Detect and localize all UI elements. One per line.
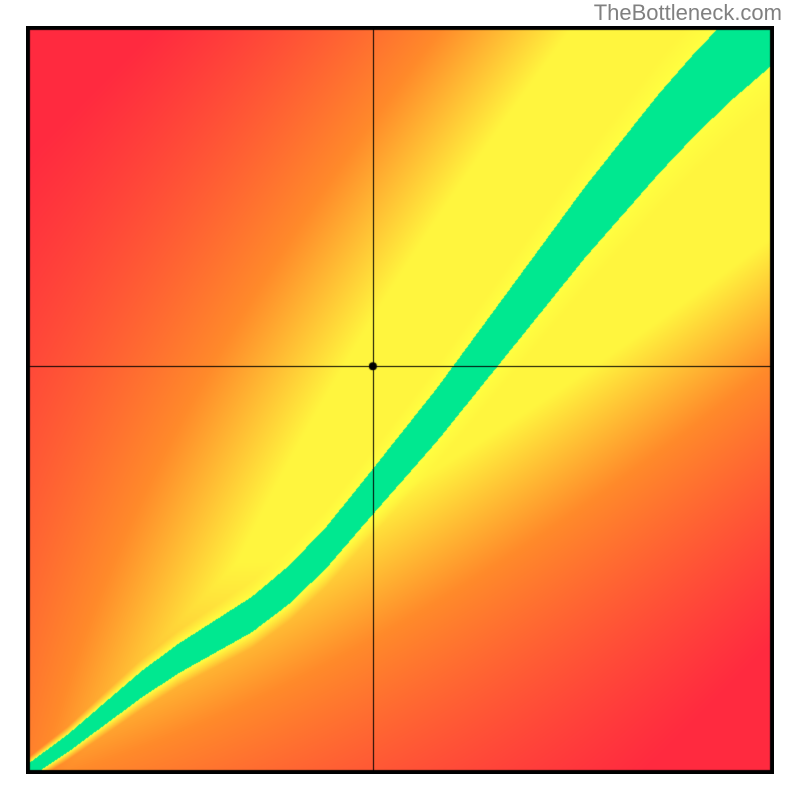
bottleneck-heatmap bbox=[26, 26, 774, 774]
heatmap-canvas bbox=[26, 26, 774, 774]
watermark-text: TheBottleneck.com bbox=[594, 0, 782, 26]
